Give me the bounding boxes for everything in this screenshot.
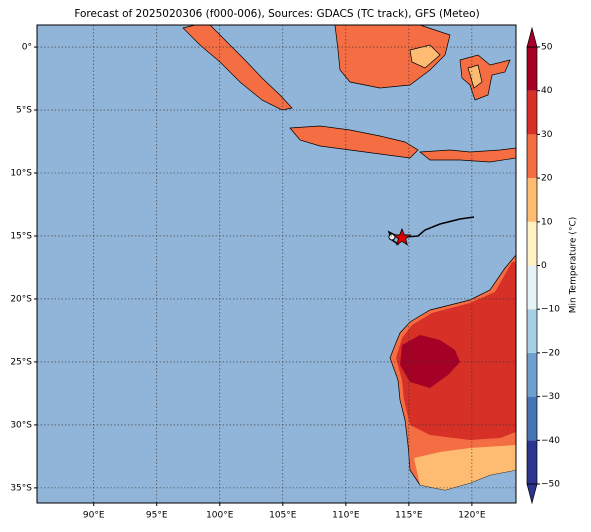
x-tick-label: 105°E <box>269 511 297 521</box>
y-tick-label: 5°S <box>16 106 32 116</box>
colorbar-bin <box>527 134 537 179</box>
colorbar-tick-label: 10 <box>541 217 553 227</box>
colorbar-bin <box>527 309 537 353</box>
colorbar-tick-label: −30 <box>541 392 560 402</box>
colorbar-tick-label: −10 <box>541 305 560 315</box>
colorbar-tick-label: 30 <box>541 130 553 140</box>
colorbar-tick-label: 40 <box>541 86 553 96</box>
y-tick-label: 20°S <box>10 294 32 304</box>
colorbar-tick-label: −50 <box>541 480 560 490</box>
title: Forecast of 2025020306 (f000-006), Sourc… <box>74 8 479 20</box>
colorbar-extend-top <box>526 26 538 48</box>
land-australia-hot <box>400 335 460 388</box>
colorbar-tick-label: −40 <box>541 436 560 446</box>
colorbar-tick-label: 20 <box>541 174 553 184</box>
land-sulawesi <box>459 54 511 101</box>
colorbar-bin <box>527 396 537 441</box>
colorbar-tick-label: −20 <box>541 348 560 358</box>
x-tick-label: 115°E <box>395 511 423 521</box>
colorbar-bin <box>527 221 537 266</box>
land-java <box>289 125 419 159</box>
land-australia-warm <box>396 262 516 440</box>
x-tick-label: 90°E <box>83 511 105 521</box>
y-tick-label: 10°S <box>10 168 32 178</box>
land-sumatra <box>182 24 293 111</box>
y-tick-label: 30°S <box>10 420 32 430</box>
colorbar-extend-bottom <box>526 483 538 505</box>
colorbar-bin <box>527 265 537 310</box>
map-plot <box>37 24 517 503</box>
colorbar <box>526 26 538 505</box>
x-tick-label: 110°E <box>332 511 360 521</box>
colorbar-bin <box>527 352 537 397</box>
x-tick-label: 100°E <box>206 511 234 521</box>
colorbar-tick-label: 0 <box>541 261 547 271</box>
y-tick-label: 35°S <box>10 483 32 493</box>
colorbar-bin <box>527 47 537 91</box>
colorbar-bin <box>527 178 537 222</box>
land-borneo-inner <box>409 44 441 69</box>
x-tick-label: 95°E <box>146 511 168 521</box>
colorbar-bin <box>527 90 537 135</box>
y-tick-label: 0° <box>22 43 32 53</box>
land-australia-cool <box>414 445 516 490</box>
y-tick-label: 15°S <box>10 231 32 241</box>
storm-position <box>392 227 412 246</box>
colorbar-tick-label: 50 <box>541 43 553 53</box>
colorbar-label: Min Temperature (°C) <box>569 217 579 314</box>
land-borneo <box>334 24 451 89</box>
x-tick-label: 120°E <box>458 511 486 521</box>
colorbar-bin <box>527 440 537 484</box>
map-frame <box>36 24 517 504</box>
y-tick-label: 25°S <box>10 357 32 367</box>
